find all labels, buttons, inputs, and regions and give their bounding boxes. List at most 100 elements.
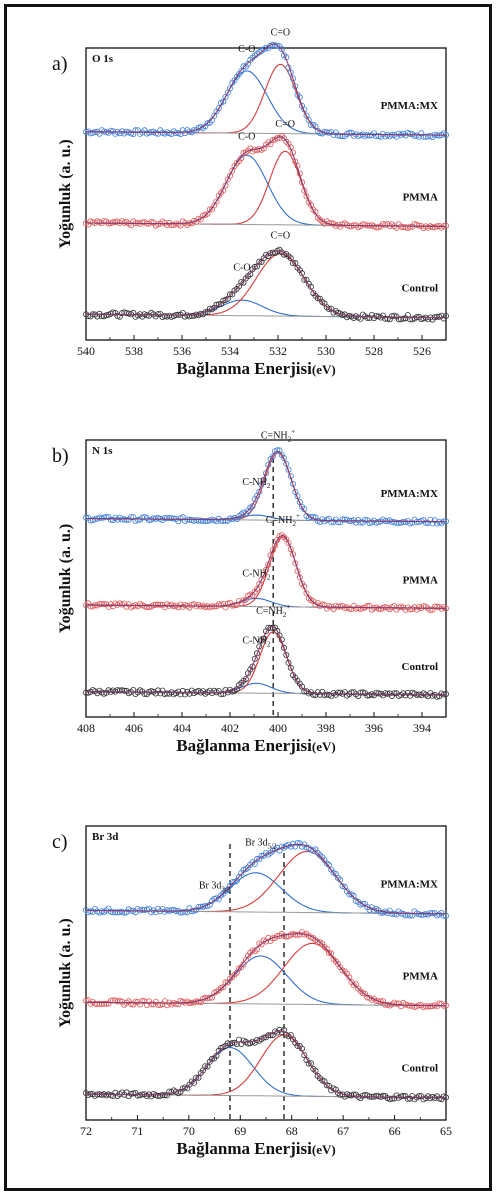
data-point xyxy=(289,551,296,558)
data-point xyxy=(119,687,126,694)
element-label: O 1s xyxy=(92,53,114,65)
series-label: PMMA xyxy=(403,191,438,203)
x-tick-label: 538 xyxy=(125,344,143,358)
data-point xyxy=(103,1000,110,1007)
series-label: PMMA:MX xyxy=(381,488,438,500)
data-point xyxy=(375,605,382,612)
data-point xyxy=(321,692,328,699)
data-point xyxy=(253,585,260,592)
envelope-fit xyxy=(85,136,446,227)
data-point xyxy=(154,1092,161,1099)
data-point xyxy=(427,1003,434,1010)
data-point xyxy=(150,515,157,522)
data-point xyxy=(346,974,353,981)
series-label: PMMA xyxy=(403,575,438,587)
data-point xyxy=(96,600,103,607)
data-point xyxy=(307,514,314,521)
x-tick-label: 398 xyxy=(317,721,335,735)
data-point xyxy=(433,313,440,320)
data-point xyxy=(188,908,195,915)
data-point xyxy=(179,909,186,916)
peak-annotation: C-NH2 xyxy=(242,477,270,490)
data-point xyxy=(440,912,447,919)
data-point xyxy=(258,576,265,583)
data-point xyxy=(204,995,211,1002)
data-point xyxy=(161,1092,168,1099)
data-point xyxy=(361,516,368,523)
data-point xyxy=(384,315,391,322)
peak-annotation: C=NH2+ xyxy=(266,512,300,528)
data-point xyxy=(427,910,434,917)
x-tick-label: 396 xyxy=(365,721,383,735)
data-point xyxy=(240,597,247,604)
component-fit-0 xyxy=(86,955,447,1007)
data-point xyxy=(83,997,90,1004)
data-point xyxy=(121,909,128,916)
data-point xyxy=(114,909,121,916)
x-axis-label: Bağlanma Enerjisi(eV) xyxy=(176,736,335,755)
data-point xyxy=(265,624,272,631)
data-point xyxy=(431,603,438,610)
element-label: Br 3d xyxy=(92,831,118,843)
data-point xyxy=(382,315,389,322)
data-point xyxy=(226,291,233,298)
data-point xyxy=(357,689,364,696)
data-point xyxy=(377,909,384,916)
element-label: N 1s xyxy=(92,445,113,457)
data-point xyxy=(350,892,357,899)
data-point xyxy=(249,663,256,670)
data-point xyxy=(193,517,200,524)
data-point xyxy=(420,133,427,140)
x-axis-label: Bağlanma Enerjisi(eV) xyxy=(176,359,335,378)
data-point xyxy=(406,912,413,919)
data-point xyxy=(224,887,231,894)
data-point xyxy=(204,120,211,127)
data-point xyxy=(87,517,94,524)
data-point xyxy=(393,1000,400,1007)
series-label: Control xyxy=(402,283,438,295)
data-points-PMMA xyxy=(83,532,449,614)
data-point xyxy=(323,1082,330,1089)
data-point xyxy=(152,130,159,137)
data-point xyxy=(334,603,341,610)
data-point xyxy=(110,997,117,1004)
data-point xyxy=(418,911,425,918)
component-fit-1 xyxy=(86,942,447,1007)
data-point xyxy=(217,691,224,698)
data-point xyxy=(323,691,330,698)
data-point xyxy=(366,132,373,139)
data-point xyxy=(154,601,161,608)
data-point xyxy=(328,519,335,526)
data-point xyxy=(204,1063,211,1070)
data-point xyxy=(294,840,301,847)
data-point xyxy=(134,1092,141,1099)
envelope-fit xyxy=(85,534,446,609)
data-point xyxy=(427,607,434,614)
data-point xyxy=(276,447,283,454)
data-point xyxy=(168,515,175,522)
data-point xyxy=(265,461,272,468)
data-point xyxy=(215,105,222,112)
data-point xyxy=(373,1092,380,1099)
data-point xyxy=(98,313,105,320)
data-point xyxy=(247,271,254,278)
data-point xyxy=(112,218,119,225)
data-point xyxy=(220,984,227,991)
data-point xyxy=(395,519,402,526)
data-point xyxy=(116,909,123,916)
data-point xyxy=(141,603,148,610)
data-point xyxy=(258,481,265,488)
series-label: Control xyxy=(402,661,438,673)
data-point xyxy=(303,112,310,119)
data-point xyxy=(280,454,287,461)
peak-annotation: C-O xyxy=(238,44,255,55)
data-point xyxy=(110,309,117,316)
data-point xyxy=(123,310,130,317)
data-point xyxy=(204,517,211,524)
data-point xyxy=(229,602,236,609)
data-point xyxy=(433,693,440,700)
data-point xyxy=(298,179,305,186)
data-point xyxy=(253,263,260,270)
data-point xyxy=(186,313,193,320)
data-point xyxy=(238,68,245,75)
